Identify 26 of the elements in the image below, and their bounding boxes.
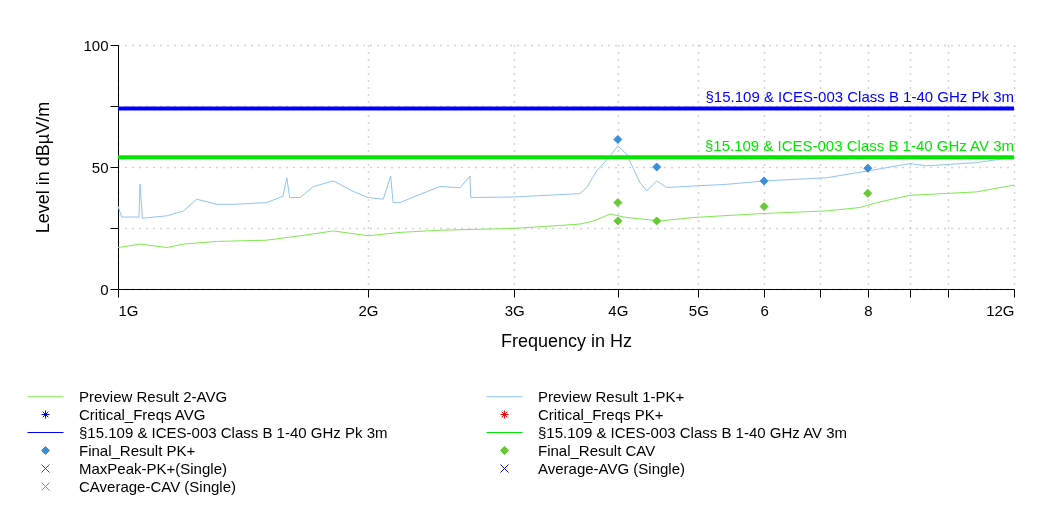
x-tick-label: 5G: [688, 301, 709, 319]
legend-label: Critical_Freqs AVG: [79, 405, 206, 423]
x-tick-label: 1G: [118, 301, 139, 319]
x-tick-label: 4G: [608, 301, 629, 319]
y-axis-title: Level in dBµV/m: [33, 101, 54, 234]
legend-label: MaxPeak-PK+(Single): [79, 459, 227, 477]
y-tick-label: 50: [91, 158, 109, 176]
legend-label: CAverage-CAV (Single): [79, 477, 237, 495]
annotation: §15.109 & ICES-003 Class B 1-40 GHz AV 3m: [704, 137, 1014, 155]
x-tick-label: 12G: [986, 301, 1015, 319]
legend-label: Critical_Freqs PK+: [538, 405, 664, 423]
annotation: §15.109 & ICES-003 Class B 1-40 GHz Pk 3m: [705, 88, 1014, 106]
y-tick-label: 0: [100, 280, 109, 298]
legend-label: Preview Result 1-PK+: [538, 387, 685, 405]
legend-label: Final_Result PK+: [79, 441, 196, 459]
x-axis-title: Frequency in Hz: [500, 330, 633, 351]
x-tick-label: 2G: [358, 301, 379, 319]
x-tick-label: 8: [864, 301, 873, 319]
legend-label: Preview Result 2-AVG: [79, 387, 228, 405]
legend-label: §15.109 & ICES-003 Class B 1-40 GHz Pk 3m: [79, 423, 388, 441]
y-tick-label: 100: [83, 36, 109, 54]
x-tick-label: 3G: [504, 301, 525, 319]
legend-label: Final_Result CAV: [538, 441, 656, 459]
legend-label: Average-AVG (Single): [538, 459, 686, 477]
x-tick-label: 6: [760, 301, 769, 319]
legend-label: §15.109 & ICES-003 Class B 1-40 GHz AV 3m: [538, 423, 848, 441]
